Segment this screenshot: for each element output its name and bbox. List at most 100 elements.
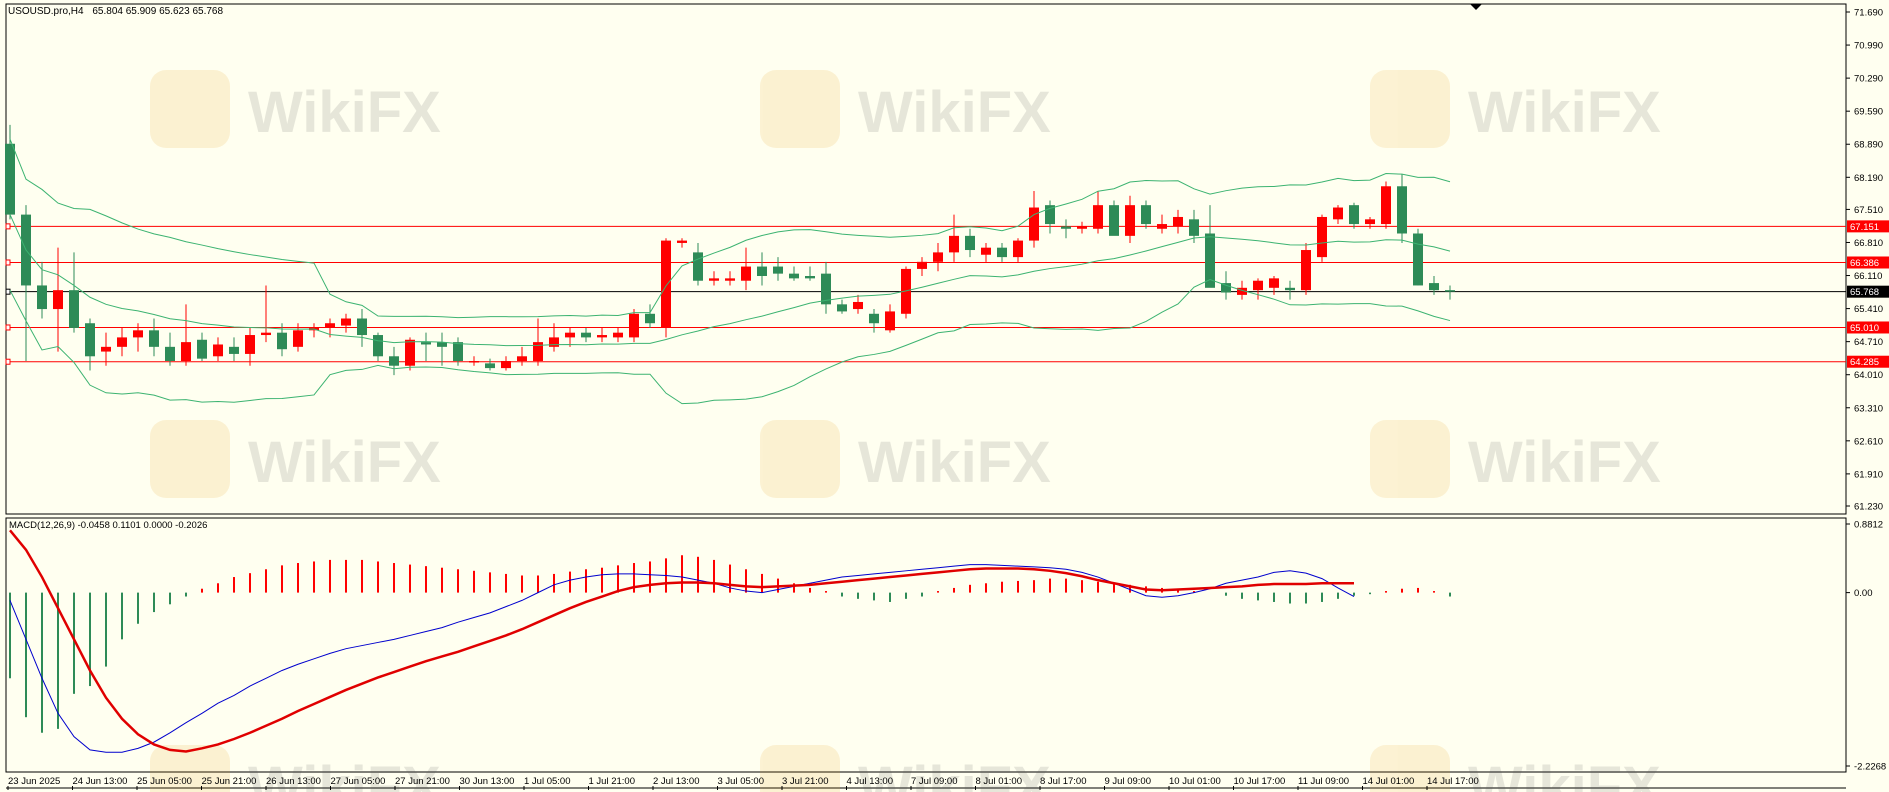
candle-body xyxy=(389,356,399,366)
symbol-label: USOUSD.pro,H4 xyxy=(8,6,84,17)
macd-tick-label: 0.00 xyxy=(1854,588,1873,599)
price-tick-label: 61.230 xyxy=(1854,502,1883,513)
price-tick-label: 71.690 xyxy=(1854,8,1883,19)
candle-body xyxy=(661,240,671,328)
watermark-logo-icon: WikiFX xyxy=(760,420,1051,498)
candle-body xyxy=(373,335,383,357)
candle-body xyxy=(517,356,527,362)
watermark-badge xyxy=(150,745,230,792)
time-tick-label: 25 Jun 21:00 xyxy=(202,776,257,787)
candle-body xyxy=(1173,216,1183,227)
candle-body xyxy=(1301,250,1311,291)
level-price-label: 64.285 xyxy=(1850,357,1879,368)
price-tick-label: 66.110 xyxy=(1854,271,1882,282)
candle-body xyxy=(85,323,95,357)
watermark-badge xyxy=(1370,420,1450,498)
time-tick-label: 26 Jun 13:00 xyxy=(266,776,321,787)
candle-body xyxy=(709,278,719,281)
candle-body xyxy=(965,235,975,251)
watermark-badge xyxy=(150,420,230,498)
watermark-text: WikiFX xyxy=(858,80,1051,145)
candle-body xyxy=(133,330,143,338)
time-tick-label: 1 Jul 05:00 xyxy=(524,776,570,787)
band-middle-line xyxy=(9,214,1451,347)
candle-body xyxy=(981,247,991,255)
time-tick-label: 14 Jul 01:00 xyxy=(1363,776,1415,787)
time-tick-label: 24 Jun 13:00 xyxy=(73,776,128,787)
watermark-logo-icon: WikiFX xyxy=(150,70,441,148)
watermark-badge xyxy=(150,70,230,148)
time-tick-label: 8 Jul 01:00 xyxy=(976,776,1022,787)
candle-body xyxy=(1285,287,1295,291)
shift-marker-icon xyxy=(1470,4,1482,10)
candle-body xyxy=(293,330,303,347)
candle-body xyxy=(565,332,575,338)
candle-body xyxy=(1333,207,1343,220)
candle-body xyxy=(1093,205,1103,229)
candle-body xyxy=(757,266,767,277)
candle-body xyxy=(453,342,463,362)
time-tick-label: 3 Jul 05:00 xyxy=(718,776,764,787)
price-tick-label: 69.590 xyxy=(1854,107,1883,118)
candle-body xyxy=(53,290,63,310)
candle-body xyxy=(1221,283,1231,293)
watermark-logo-icon: WikiFX xyxy=(1370,745,1661,792)
candle-body xyxy=(805,276,815,279)
watermark-logo-icon: WikiFX xyxy=(150,420,441,498)
macd-line xyxy=(9,564,1355,753)
macd-tick-label: -2.2268 xyxy=(1854,762,1886,773)
macd-pane-frame xyxy=(5,517,1847,773)
candle-body xyxy=(1269,278,1279,288)
level-marker xyxy=(5,324,11,331)
candle-body xyxy=(1045,205,1055,225)
level-price-label: 66.386 xyxy=(1850,258,1879,269)
price-tick-label: 67.510 xyxy=(1854,205,1883,216)
candle-body xyxy=(1205,233,1215,288)
candle-body xyxy=(533,342,543,362)
macd-label: MACD(12,26,9) -0.0458 0.1101 0.0000 -0.2… xyxy=(9,520,207,531)
watermark-badge xyxy=(1370,70,1450,148)
candle-body xyxy=(5,143,15,215)
watermark-text: WikiFX xyxy=(248,755,441,792)
candle-body xyxy=(549,337,559,347)
candle-body xyxy=(117,337,127,347)
macd-tick-label: 0.8812 xyxy=(1854,520,1883,531)
candle-body xyxy=(1141,205,1151,225)
level-marker xyxy=(5,288,11,295)
watermark-logo-icon: WikiFX xyxy=(1370,420,1661,498)
price-tick-label: 70.290 xyxy=(1854,74,1883,85)
candle-body xyxy=(693,252,703,281)
candle-body xyxy=(1397,186,1407,234)
candle-body xyxy=(725,278,735,281)
candle-body xyxy=(1109,205,1119,236)
candle-body xyxy=(613,332,623,338)
time-tick-label: 2 Jul 13:00 xyxy=(653,776,699,787)
level-price-tag xyxy=(1847,321,1889,334)
time-tick-label: 14 Jul 17:00 xyxy=(1427,776,1479,787)
candle-body xyxy=(1349,205,1359,225)
candle-body xyxy=(277,332,287,350)
time-tick-label: 8 Jul 17:00 xyxy=(1040,776,1086,787)
time-tick-label: 10 Jul 17:00 xyxy=(1234,776,1286,787)
level-marker xyxy=(5,259,11,266)
price-tick-label: 64.010 xyxy=(1854,370,1883,381)
candle-body xyxy=(1445,290,1455,292)
candle-body xyxy=(1061,226,1071,229)
level-price-tag xyxy=(1847,355,1889,368)
candle-body xyxy=(885,311,895,331)
candle-body xyxy=(341,318,351,326)
candle-body xyxy=(677,240,687,243)
level-price-label: 65.768 xyxy=(1850,287,1879,298)
candle-body xyxy=(229,346,239,354)
band-upper-line xyxy=(9,138,1451,319)
main-pane-frame xyxy=(5,3,1847,515)
candle-body xyxy=(645,313,655,324)
time-tick-label: 7 Jul 09:00 xyxy=(911,776,957,787)
watermark-text: WikiFX xyxy=(1468,430,1661,495)
candle-body xyxy=(741,266,751,281)
watermark-badge xyxy=(760,420,840,498)
price-tick-label: 68.890 xyxy=(1854,140,1883,151)
candle-body xyxy=(405,339,415,366)
level-price-tag xyxy=(1847,285,1889,298)
